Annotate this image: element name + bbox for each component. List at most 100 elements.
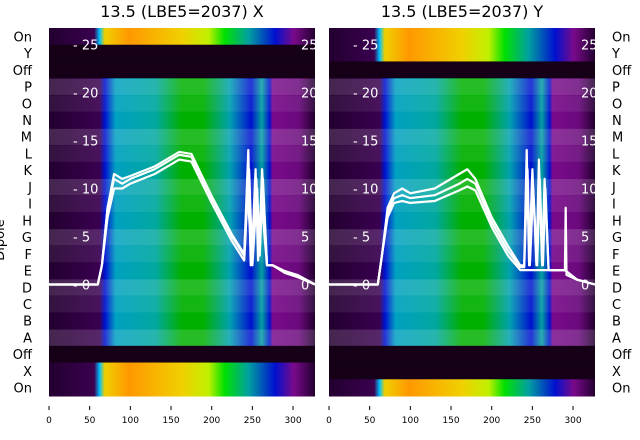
row-label: On	[612, 30, 630, 45]
row-label: L	[612, 147, 620, 162]
overlay-tick-label: - 15	[73, 134, 98, 149]
overlay-tick-label-right: 25	[301, 38, 318, 53]
row-label: N	[612, 114, 622, 129]
overlay-tick-label-right: 5	[581, 231, 589, 246]
row-label: Y	[23, 47, 32, 62]
heatmap-row	[329, 44, 595, 62]
overlay-tick-label: - 5	[73, 231, 90, 246]
overlay-tick-label: - 5	[353, 231, 370, 246]
heatmap-row	[329, 329, 595, 347]
heatmap-row	[49, 379, 315, 397]
row-label: C	[23, 298, 32, 313]
row-label: X	[23, 365, 32, 380]
heatmap-row	[329, 345, 595, 364]
x-tick-label: 200	[483, 416, 500, 426]
overlay-tick-label-right: 10	[581, 182, 598, 197]
heatmap-row	[49, 161, 315, 180]
row-label: M	[612, 131, 623, 146]
row-label: O	[22, 97, 32, 112]
row-label: A	[612, 331, 621, 346]
row-label: H	[22, 214, 32, 229]
heatmap-row	[329, 295, 595, 313]
heatmap-row	[329, 312, 595, 330]
heatmap-row	[329, 379, 595, 397]
overlay-tick-label: - 10	[353, 182, 378, 197]
row-label: B	[612, 315, 621, 330]
row-label: D	[22, 281, 32, 296]
x-tick-label: 300	[284, 416, 301, 426]
x-tick-label: 200	[203, 416, 220, 426]
row-label: M	[21, 131, 32, 146]
heatmap-row	[49, 111, 315, 129]
heatmap-row	[49, 44, 315, 62]
heatmap-row	[329, 161, 595, 180]
row-label: F	[612, 248, 619, 263]
overlay-tick-label: - 25	[73, 38, 98, 53]
row-label: E	[24, 265, 32, 280]
panel-title: 13.5 (LBE5=2037) Y	[381, 2, 544, 21]
row-label: X	[612, 365, 621, 380]
heatmap-row	[49, 329, 315, 347]
heatmap-row	[329, 278, 595, 297]
row-label: J	[611, 181, 616, 196]
row-label: K	[612, 164, 621, 179]
heatmap-row	[49, 295, 315, 313]
overlay-tick-label-right: 0	[301, 279, 309, 294]
row-label: F	[25, 248, 32, 263]
row-label: O	[612, 97, 622, 112]
panel-1: 13.5 (LBE5=2037) X - 0 0 - 5 5 - 10 10 - 15 15 - …	[13, 2, 318, 426]
x-tick-label: 0	[326, 416, 332, 426]
row-label: H	[612, 214, 622, 229]
x-tick-label: 50	[84, 416, 96, 426]
heatmap-row	[49, 212, 315, 230]
row-label: Off	[612, 64, 632, 79]
heatmap-row	[329, 111, 595, 129]
overlay-tick-label-right: 5	[301, 231, 309, 246]
heatmap-row	[329, 362, 595, 380]
heatmap-row	[329, 245, 595, 263]
series-line-overlay-2	[329, 168, 596, 286]
panels: 13.5 (LBE5=2037) X - 0 0 - 5 5 - 10 10 - 15 15 - …	[13, 2, 632, 426]
row-label: On	[612, 382, 630, 397]
heatmap-row	[49, 28, 315, 46]
overlay-tick-label: - 20	[353, 86, 378, 101]
heatmap-row	[49, 312, 315, 330]
overlay-tick-label-right: 10	[301, 182, 318, 197]
overlay-tick-label-right: 20	[581, 86, 598, 101]
heatmap-row	[329, 94, 595, 113]
row-label: Off	[612, 348, 632, 363]
overlay-tick-label-right: 25	[581, 38, 598, 53]
y-axis-label: Dipole	[0, 219, 8, 260]
row-label: N	[22, 114, 32, 129]
heatmap-row	[329, 128, 595, 146]
row-label: I	[612, 198, 616, 213]
row-label: C	[612, 298, 621, 313]
heatmap-row	[49, 195, 315, 213]
overlay-tick-label: - 0	[73, 279, 90, 294]
row-label: On	[14, 30, 32, 45]
row-label: B	[23, 315, 32, 330]
heatmap-row	[329, 145, 595, 163]
series-line-overlay-3	[49, 150, 316, 286]
overlay-tick-label: - 15	[353, 134, 378, 149]
row-label: E	[612, 265, 620, 280]
heatmap-row	[329, 195, 595, 213]
x-tick-label: 150	[162, 416, 179, 426]
overlay-tick-label-right: 20	[301, 86, 318, 101]
heatmap-row	[49, 94, 315, 113]
x-tick-label: 100	[402, 416, 419, 426]
x-tick-label: 250	[244, 416, 261, 426]
x-tick-label: 100	[122, 416, 139, 426]
heatmap-row	[49, 128, 315, 146]
x-tick-label: 150	[442, 416, 459, 426]
row-label: A	[23, 331, 32, 346]
heatmap-row	[329, 212, 595, 230]
row-label: Off	[13, 348, 33, 363]
row-label: P	[612, 81, 620, 96]
heatmap-row	[49, 61, 315, 79]
overlay-tick-label: - 0	[353, 279, 370, 294]
overlay-tick-label: - 20	[73, 86, 98, 101]
row-label: J	[27, 181, 32, 196]
heatmap-row	[329, 61, 595, 79]
